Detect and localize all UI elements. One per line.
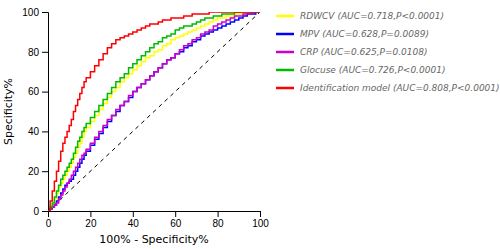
legend-swatch — [276, 69, 294, 72]
legend-item: CRP (AUC=0.625,P=0.0108) — [276, 47, 428, 57]
x-tick-label: 60 — [170, 218, 182, 229]
x-tick: 40 — [128, 211, 140, 229]
legend-label: CRP (AUC=0.625,P=0.0108) — [300, 47, 428, 57]
x-tick-mark — [175, 211, 176, 217]
y-tick-label: 80 — [28, 47, 40, 58]
y-tick: 80 — [28, 47, 48, 58]
legend-item: RDWCV (AUC=0.718,P<0.0001) — [276, 11, 444, 21]
y-tick: 60 — [28, 86, 48, 97]
y-tick-label: 60 — [28, 86, 40, 97]
y-tick: 20 — [28, 166, 48, 177]
series-line — [48, 12, 260, 211]
series-line — [48, 12, 260, 211]
x-tick-mark — [260, 211, 261, 217]
legend: RDWCV (AUC=0.718,P<0.0001) MPV (AUC=0.628… — [276, 11, 500, 93]
plot: 0 20 40 60 80 100 0 20 40 60 80 100 100% - Specifici… — [2, 7, 269, 246]
legend-label: Identification model (AUC=0.808,P<0.0001… — [300, 83, 500, 93]
x-tick-mark — [133, 211, 134, 217]
y-tick: 0 — [33, 206, 48, 217]
x-tick-label: 100 — [252, 218, 269, 229]
legend-swatch — [276, 15, 294, 18]
y-tick-mark — [42, 171, 48, 172]
y-tick-mark — [42, 52, 48, 53]
x-tick-label: 40 — [128, 218, 140, 229]
y-tick: 100 — [22, 7, 48, 18]
y-tick-mark — [42, 211, 48, 212]
series-line — [48, 12, 260, 211]
chart: 0 20 40 60 80 100 0 20 40 60 80 100 100% - Specifici… — [0, 0, 500, 249]
legend-label: Glocuse (AUC=0.726,P<0.0001) — [300, 65, 445, 75]
series-line — [48, 12, 260, 211]
y-tick: 40 — [28, 126, 48, 137]
y-tick-label: 20 — [28, 166, 40, 177]
x-axis: 0 20 40 60 80 100 — [46, 211, 270, 229]
x-tick-label: 0 — [46, 218, 52, 229]
x-tick: 20 — [85, 211, 97, 229]
legend-label: RDWCV (AUC=0.718,P<0.0001) — [300, 11, 444, 21]
series-line — [48, 12, 260, 211]
y-tick-mark — [42, 12, 48, 13]
legend-item: Glocuse (AUC=0.726,P<0.0001) — [276, 65, 445, 75]
x-tick: 60 — [170, 211, 182, 229]
legend-swatch — [276, 51, 294, 54]
y-axis-title: Specificity% — [2, 78, 15, 145]
legend-item: Identification model (AUC=0.808,P<0.0001… — [276, 83, 500, 93]
legend-swatch — [276, 33, 294, 36]
legend-item: MPV (AUC=0.628,P=0.0089) — [276, 29, 429, 39]
x-tick-mark — [218, 211, 219, 217]
y-tick-label: 40 — [28, 126, 40, 137]
x-axis-title: 100% - Specificity% — [99, 233, 209, 246]
y-axis: 0 20 40 60 80 100 — [22, 7, 48, 217]
y-axis-line — [42, 13, 49, 212]
x-axis-line — [49, 212, 261, 218]
y-tick-mark — [42, 131, 48, 132]
y-tick-label: 100 — [22, 7, 39, 18]
x-tick: 100 — [252, 211, 269, 229]
x-tick-label: 20 — [85, 218, 97, 229]
legend-label: MPV (AUC=0.628,P=0.0089) — [300, 29, 429, 39]
reference-diagonal — [48, 12, 260, 211]
x-tick: 0 — [46, 211, 52, 229]
y-tick-label: 0 — [33, 206, 39, 217]
x-tick-mark — [90, 211, 91, 217]
x-tick: 80 — [213, 211, 225, 229]
x-tick-label: 80 — [213, 218, 225, 229]
legend-swatch — [276, 87, 294, 90]
y-tick-mark — [42, 92, 48, 93]
marks — [48, 12, 260, 211]
